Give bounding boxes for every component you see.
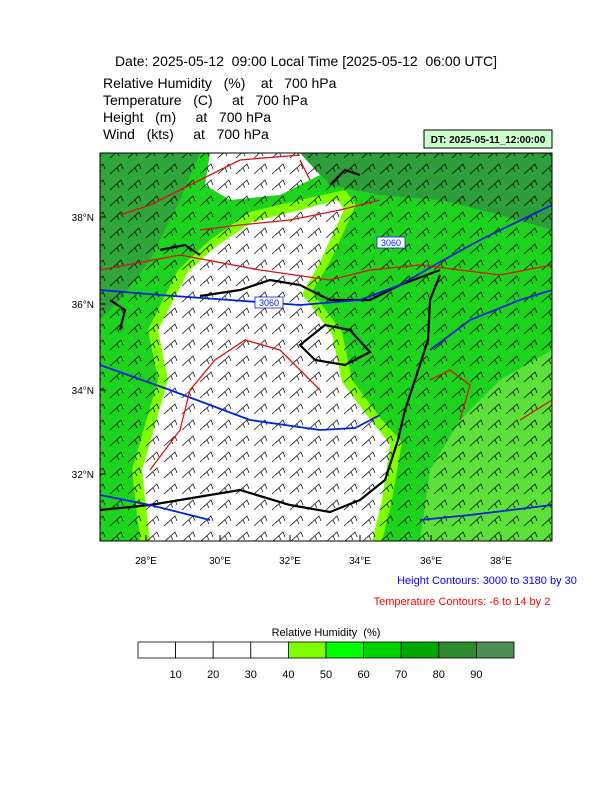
map-frame	[99, 152, 553, 542]
colorbar-box	[287, 641, 327, 659]
lat-label: 38°N	[72, 213, 94, 224]
colorbar-tick-label: 60	[357, 669, 369, 681]
lon-label: 32°E	[279, 556, 301, 567]
colorbar-tick-label: 20	[207, 669, 219, 681]
map-ticks	[100, 216, 502, 541]
colorbar-box	[137, 641, 176, 659]
lat-label: 36°N	[72, 300, 94, 311]
colorbar-box	[175, 641, 214, 659]
colorbar-box	[363, 641, 402, 659]
lon-label: 36°E	[420, 556, 442, 567]
contour-label: 3060	[259, 298, 279, 308]
lon-label: 38°E	[490, 556, 512, 567]
map-field	[100, 153, 552, 541]
field-line: Height (m) at 700 hPa	[103, 109, 271, 125]
colorbar-tick-label: 50	[320, 669, 332, 681]
dt-box	[423, 129, 553, 149]
lat-label: 34°N	[72, 386, 94, 397]
colorbar-title: Relative Humidity (%)	[272, 627, 381, 639]
lon-label: 34°E	[349, 556, 371, 567]
colorbar-tick-label: 90	[470, 669, 482, 681]
lon-label: 28°E	[135, 556, 157, 567]
colorbar-tick-label: 40	[282, 669, 294, 681]
colorbar-tick-label: 80	[433, 669, 445, 681]
colorbar-box	[250, 641, 289, 659]
colorbar-box	[475, 641, 515, 659]
colorbar: 10 20 30 40 50 60 70 80 90	[137, 641, 515, 681]
field-line: Wind (kts) at 700 hPa	[103, 126, 269, 142]
field-line: Temperature (C) at 700 hPa	[103, 92, 308, 108]
colorbar-box	[438, 641, 477, 659]
lon-label: 30°E	[209, 556, 231, 567]
lat-label: 32°N	[72, 470, 94, 481]
colorbar-tick-label: 10	[169, 669, 181, 681]
temperature-note: Temperature Contours: -6 to 14 by 2	[374, 596, 551, 608]
field-line: Relative Humidity (%) at 700 hPa	[103, 75, 337, 91]
height-note: Height Contours: 3000 to 3180 by 30	[397, 575, 577, 587]
colorbar-box	[400, 641, 440, 659]
contour-label: 3060	[381, 238, 401, 248]
colorbar-tick-label: 30	[245, 669, 257, 681]
colorbar-box	[212, 641, 252, 659]
title: Date: 2025-05-12 09:00 Local Time [2025-…	[115, 53, 497, 69]
colorbar-tick-label: 70	[395, 669, 407, 681]
colorbar-box	[325, 641, 364, 659]
dt-label: DT: 2025-05-11_12:00:00	[431, 135, 546, 146]
